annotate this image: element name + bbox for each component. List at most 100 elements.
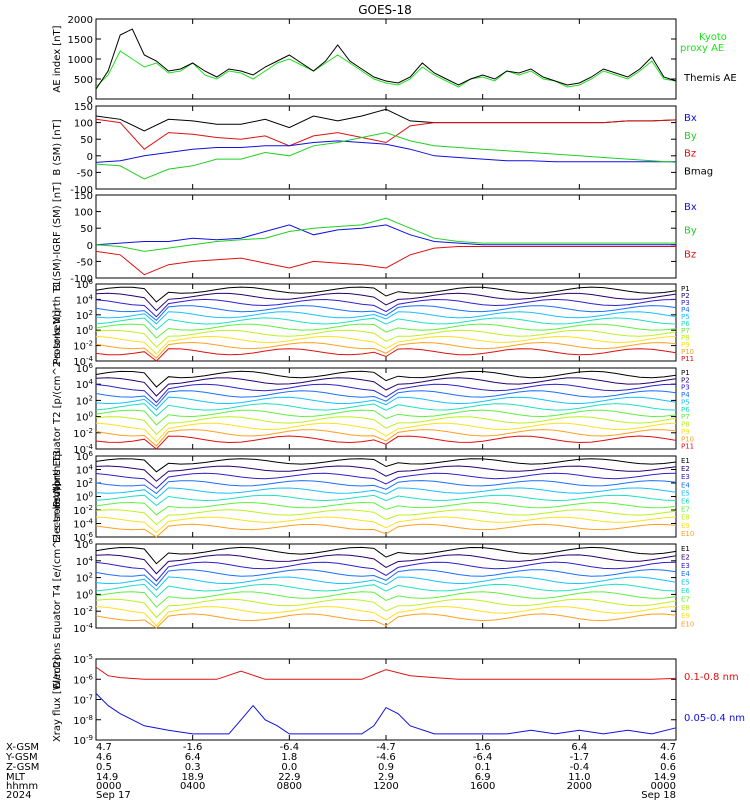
legend-channel-P10: P10 <box>681 435 694 443</box>
legend-channel-P6: P6 <box>681 320 690 328</box>
channel-line-E5 <box>95 487 677 500</box>
legend-channel-E5: E5 <box>681 579 690 587</box>
legend-channel-P5: P5 <box>681 398 690 406</box>
y-tick-label: 100 <box>76 491 93 504</box>
y-tick-label: 1000 <box>68 55 93 66</box>
channel-line-E3 <box>95 472 677 490</box>
series-line <box>95 132 677 180</box>
legend-item: Bx <box>684 202 697 213</box>
y-tick-label: 10-6 <box>73 673 93 686</box>
plot-title: GOES-18 <box>358 3 412 17</box>
series-line <box>95 217 676 252</box>
y-tick-label: -100 <box>70 185 93 196</box>
legend-channel-E2: E2 <box>681 465 690 473</box>
x-axis-value: 11.0 <box>568 772 590 783</box>
y-tick-label: 0 <box>87 95 93 106</box>
channel-line-P6 <box>95 403 677 417</box>
channel-line-P11 <box>95 348 677 362</box>
y-tick-label: 102 <box>76 309 93 322</box>
legend-proxy-ae: proxy AE <box>680 43 724 54</box>
legend-channel-P6: P6 <box>681 406 690 414</box>
x-axis-value: -6.4 <box>280 742 300 753</box>
channel-line-E6 <box>95 494 677 507</box>
y-tick-label: 10-8 <box>73 714 93 727</box>
x-axis-value: -6.4 <box>473 752 493 763</box>
y-tick-label: 10-2 <box>73 605 93 618</box>
x-axis-value: -1.7 <box>570 752 590 763</box>
channel-line-E7 <box>95 501 677 516</box>
legend-item: Bz <box>684 149 696 160</box>
x-axis-value: 4.7 <box>96 742 112 753</box>
y-tick-label: 10-5 <box>73 653 93 666</box>
y-tick-label: 0 <box>87 152 93 163</box>
legend-channel-P8: P8 <box>681 334 690 342</box>
legend-channel-E7: E7 <box>681 595 690 603</box>
x-axis-value: 18.9 <box>182 772 204 783</box>
channel-line-P4 <box>95 390 677 407</box>
x-axis-value: 1600 <box>470 781 495 792</box>
legend-item: By <box>684 131 697 142</box>
legend-item: 0.1-0.8 nm <box>684 672 739 683</box>
legend-themis-ae: Themis AE <box>683 73 737 84</box>
legend-channel-E3: E3 <box>681 473 690 481</box>
y-tick-label: 10-2 <box>73 504 93 517</box>
x-axis-value: -4.7 <box>376 742 396 753</box>
x-axis-value: 14.9 <box>654 772 676 783</box>
channel-line-E2 <box>95 465 677 482</box>
channel-line-P5 <box>95 311 677 325</box>
legend-channel-P10: P10 <box>681 348 694 356</box>
y-tick-label: 10-4 <box>73 518 93 531</box>
legend-channel-P1: P1 <box>681 285 690 293</box>
legend-channel-E10: E10 <box>681 621 694 629</box>
x-axis-value: 1.8 <box>281 752 297 763</box>
y-tick-label: 102 <box>76 477 93 490</box>
channel-line-E7 <box>95 591 677 608</box>
x-row-label: X-GSM <box>6 742 39 753</box>
y-tick-label: 150 <box>74 191 93 202</box>
legend-item: By <box>684 226 697 237</box>
x-axis-value: Sep 17 <box>96 790 131 800</box>
legend-channel-E5: E5 <box>681 489 690 497</box>
y-axis-label: Protons North T1 <box>52 280 63 364</box>
y-tick-label: 50 <box>80 224 93 235</box>
legend-channel-P4: P4 <box>681 391 690 399</box>
y-axis-label: Electrons Equator T4 [e/(cm^2-s-sr-keV)] <box>52 483 63 689</box>
y-axis-label: B (SM) [nT] <box>52 119 63 175</box>
panel-xray: 10-5 10-6 10-7 10-8 10-9 Xray flux [W/m2] 0.1-… <box>52 653 745 747</box>
y-tick-label: 10-9 <box>73 734 93 747</box>
legend-channel-P7: P7 <box>681 413 690 421</box>
channel-line-P2 <box>95 292 677 312</box>
y-tick-label: -50 <box>77 168 93 179</box>
y-tick-label: 10-2 <box>73 340 93 353</box>
channel-line-P3 <box>95 383 677 404</box>
x-row-label: Z-GSM <box>6 762 39 773</box>
channel-line-P10 <box>95 429 677 447</box>
x-axis-value: Sep 18 <box>641 790 676 800</box>
x-axis-value: 0.0 <box>281 762 297 773</box>
channel-line-E6 <box>95 583 677 598</box>
x-axis-value: 2000 <box>567 781 592 792</box>
channel-line-P9 <box>95 335 677 355</box>
panel-protons-t1: 106 104 102 100 10-2 10-4 Protons North T1 P1P2… <box>52 278 694 368</box>
x-axis-value: 0.9 <box>378 762 394 773</box>
x-row-label: hhmm <box>6 781 38 792</box>
legend-channel-E4: E4 <box>681 570 690 578</box>
x-axis-value: 4.6 <box>660 752 676 763</box>
series-line <box>95 118 677 150</box>
legend-channel-E1: E1 <box>681 545 690 553</box>
legend-channel-P7: P7 <box>681 327 690 335</box>
channel-line-E4 <box>95 568 677 587</box>
legend-channel-P5: P5 <box>681 313 690 321</box>
legend-channel-P3: P3 <box>681 299 690 307</box>
y-tick-label: 104 <box>76 293 94 306</box>
legend-channel-P9: P9 <box>681 428 690 436</box>
channel-line-E9 <box>95 605 677 627</box>
y-tick-label: -50 <box>77 257 93 268</box>
x-axis-value: 1200 <box>373 781 398 792</box>
channel-line-P1 <box>95 286 677 303</box>
channel-line-E8 <box>95 598 677 619</box>
y-tick-label: 0 <box>87 241 93 252</box>
channel-line-E3 <box>95 561 677 582</box>
